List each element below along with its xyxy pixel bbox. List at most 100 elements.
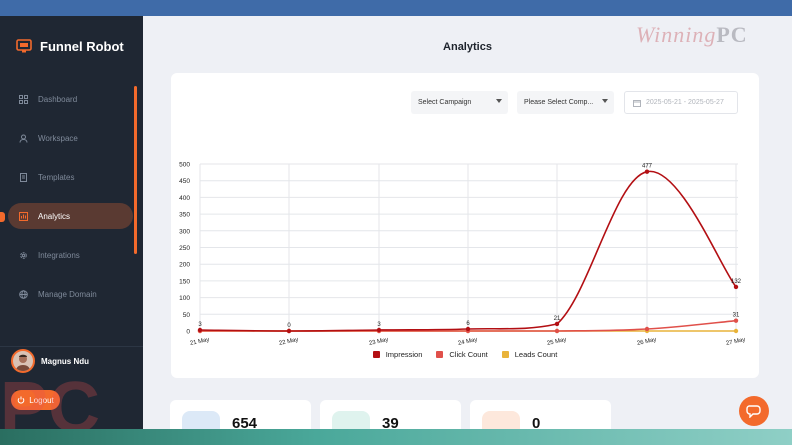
- legend-item-leads-count[interactable]: Leads Count: [501, 350, 558, 359]
- sidebar-item-label: Templates: [38, 172, 75, 182]
- y-tick-label: 100: [179, 295, 190, 302]
- data-point: [286, 328, 292, 334]
- analytics-icon: [18, 211, 28, 221]
- data-point: [733, 328, 739, 334]
- x-tick-label: 22 May: [279, 337, 300, 347]
- legend-swatch: [501, 351, 509, 358]
- y-tick-label: 150: [179, 278, 190, 285]
- window-top-bar: [0, 0, 792, 16]
- data-point: [733, 318, 739, 323]
- avatar: [11, 349, 35, 373]
- data-point: [644, 326, 650, 332]
- sidebar-nav: Dashboard Workspace Templates Analytic: [0, 86, 143, 320]
- users-icon: [18, 133, 28, 143]
- data-point: [197, 327, 203, 333]
- sidebar-item-dashboard[interactable]: Dashboard: [8, 86, 133, 112]
- x-tick-label: 27 May: [726, 337, 747, 347]
- brand-name: Funnel Robot: [40, 38, 124, 54]
- x-tick-label: 26 May: [637, 337, 658, 347]
- y-tick-label: 400: [179, 195, 190, 202]
- logout-button[interactable]: Logout: [11, 390, 60, 410]
- data-label: 3: [377, 322, 381, 328]
- x-tick-label: 23 May: [369, 337, 390, 347]
- power-icon: [17, 396, 25, 404]
- sidebar-item-manage-domain[interactable]: Manage Domain: [8, 281, 133, 307]
- data-point: [733, 284, 739, 290]
- company-select[interactable]: Please Select Comp...: [517, 91, 614, 114]
- x-tick-label: 25 May: [547, 337, 568, 347]
- sidebar-item-label: Analytics: [38, 211, 71, 221]
- chat-support-button[interactable]: [739, 396, 769, 426]
- stat-value: 39: [382, 415, 399, 432]
- y-tick-label: 300: [179, 228, 190, 235]
- sidebar-item-label: Integrations: [38, 250, 80, 260]
- sidebar-scrollbar[interactable]: [134, 86, 137, 254]
- analytics-chart-card: Select Campaign Please Select Comp... 20…: [171, 73, 759, 378]
- sidebar-item-integrations[interactable]: Integrations: [8, 242, 133, 268]
- chevron-down-icon: [602, 99, 608, 103]
- date-range-value: 2025-05-21 - 2025-05-27: [646, 99, 724, 106]
- campaign-select-value: Select Campaign: [418, 99, 472, 106]
- legend-swatch: [436, 351, 444, 358]
- x-tick-label: 21 May: [190, 337, 211, 347]
- chevron-down-icon: [496, 99, 502, 103]
- legend-label: Impression: [385, 350, 423, 359]
- data-label: 477: [642, 164, 653, 170]
- calendar-icon: [633, 99, 641, 107]
- data-label: 21: [554, 316, 561, 322]
- app-frame: Funnel Robot Dashboard Workspace Templat…: [0, 16, 792, 445]
- stat-value: 654: [232, 415, 258, 432]
- gear-icon: [18, 250, 28, 260]
- legend-swatch: [372, 351, 380, 358]
- sidebar-item-label: Workspace: [38, 133, 78, 143]
- campaign-select[interactable]: Select Campaign: [411, 91, 508, 114]
- user-name: Magnus Ndu: [41, 356, 89, 366]
- data-label: 0: [287, 323, 291, 329]
- sidebar: Funnel Robot Dashboard Workspace Templat…: [0, 16, 143, 445]
- sidebar-item-templates[interactable]: Templates: [8, 164, 133, 190]
- y-tick-label: 350: [179, 212, 190, 219]
- data-label: 31: [733, 313, 740, 319]
- sidebar-item-label: Manage Domain: [38, 289, 97, 299]
- stat-value: 0: [532, 415, 541, 432]
- monitor-logo-icon: [16, 39, 32, 53]
- x-tick-label: 24 May: [458, 337, 479, 347]
- logout-label: Logout: [29, 395, 54, 405]
- data-label: 132: [731, 279, 742, 285]
- legend-item-click-count[interactable]: Click Count: [436, 350, 488, 359]
- data-point: [554, 328, 560, 334]
- data-point: [465, 326, 471, 332]
- y-tick-label: 450: [179, 178, 190, 185]
- sidebar-item-label: Dashboard: [38, 94, 78, 104]
- y-tick-label: 500: [179, 162, 190, 169]
- active-marker: [0, 212, 5, 222]
- y-tick-label: 250: [179, 245, 190, 252]
- watermark: WinningPC: [636, 22, 748, 47]
- legend-label: Click Count: [449, 350, 488, 359]
- brand[interactable]: Funnel Robot: [16, 38, 124, 54]
- grid-icon: [18, 94, 28, 104]
- y-tick-label: 50: [183, 312, 191, 319]
- data-point: [376, 327, 382, 333]
- document-icon: [18, 172, 28, 182]
- data-label: 6: [466, 321, 470, 327]
- chart-legend: Impression Click Count Leads Count: [171, 350, 759, 359]
- bottom-strip: [0, 429, 792, 445]
- y-tick-label: 0: [186, 329, 190, 336]
- data-label: 3: [198, 322, 202, 328]
- chat-bubble-icon: [746, 405, 761, 418]
- sidebar-item-workspace[interactable]: Workspace: [8, 125, 133, 151]
- data-point: [554, 321, 560, 327]
- page-title: Analytics: [443, 41, 492, 53]
- date-range-picker[interactable]: 2025-05-21 - 2025-05-27: [624, 91, 738, 114]
- sidebar-divider: [0, 346, 143, 347]
- company-select-value: Please Select Comp...: [524, 99, 594, 106]
- user-profile[interactable]: Magnus Ndu: [11, 349, 89, 373]
- legend-label: Leads Count: [514, 350, 558, 359]
- data-point: [644, 169, 650, 174]
- sidebar-item-analytics[interactable]: Analytics: [0, 203, 133, 229]
- y-tick-label: 200: [179, 262, 190, 269]
- legend-item-impression[interactable]: Impression: [372, 350, 423, 359]
- globe-icon: [18, 289, 28, 299]
